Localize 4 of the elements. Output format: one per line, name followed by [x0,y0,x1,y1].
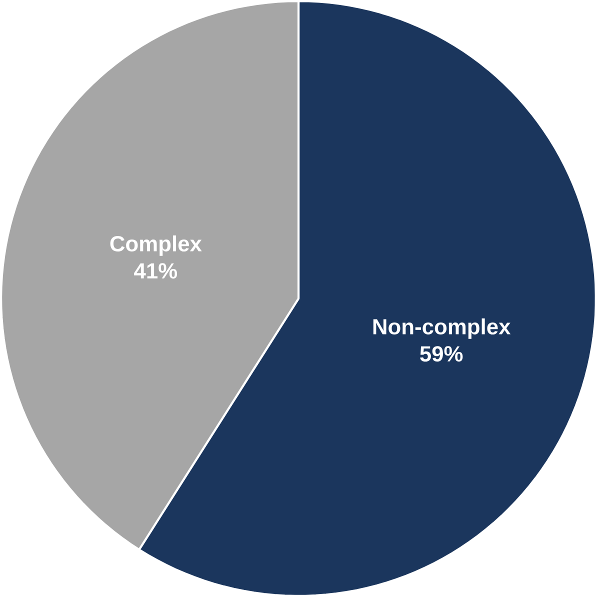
data-label: 41% [134,263,178,279]
data-label: 59% [420,346,463,362]
slice-label: Non-complex [373,318,511,339]
slice-label: Complex [110,235,202,256]
